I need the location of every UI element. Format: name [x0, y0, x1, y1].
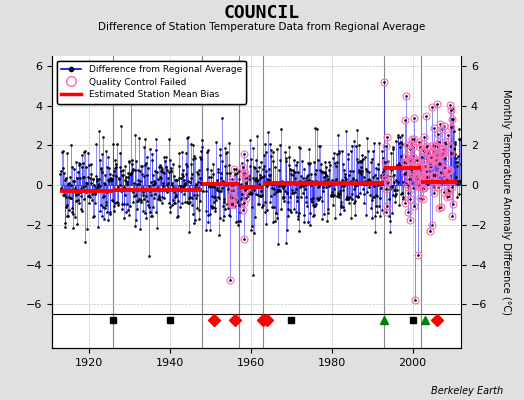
Legend: Difference from Regional Average, Quality Control Failed, Estimated Station Mean: Difference from Regional Average, Qualit…	[57, 60, 246, 104]
Text: Berkeley Earth: Berkeley Earth	[431, 386, 503, 396]
Y-axis label: Monthly Temperature Anomaly Difference (°C): Monthly Temperature Anomaly Difference (…	[501, 89, 511, 315]
Text: Difference of Station Temperature Data from Regional Average: Difference of Station Temperature Data f…	[99, 22, 425, 32]
Text: COUNCIL: COUNCIL	[224, 4, 300, 22]
